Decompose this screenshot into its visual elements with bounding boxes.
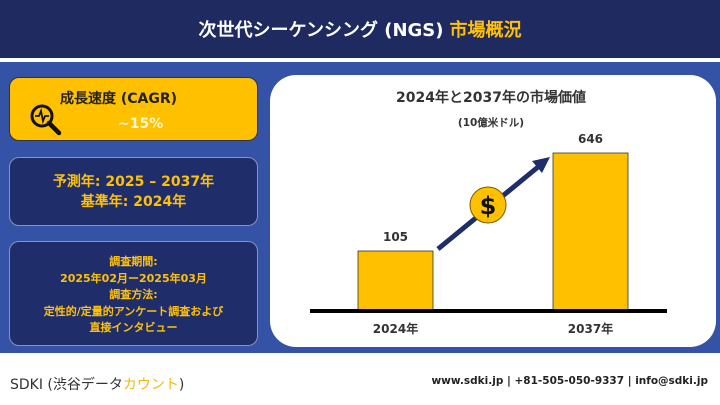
bar-0: [357, 250, 434, 311]
market-value-chart: 2024年と2037年の市場価値 (10億米ドル) $ 105 2024年 646 2…: [310, 89, 667, 336]
data-label-0: 105: [383, 230, 408, 244]
category-label-1: 2037年: [568, 321, 613, 336]
data-label-1: 646: [578, 132, 603, 146]
brand-text: SDKI (渋谷データ: [10, 377, 123, 393]
chart-card: 2024年と2037年の市場価値 (10億米ドル) $ 105 2024年 646 2…: [270, 75, 716, 347]
cagr-label: 成長速度 (CAGR): [60, 91, 178, 107]
chart-subtitle: (10億米ドル): [458, 116, 524, 129]
title-highlight: 市場概況: [449, 20, 522, 41]
survey-method-2: 直接インタビュー: [89, 321, 178, 334]
survey-method-label: 調査方法:: [109, 288, 158, 301]
survey-period: 2025年02月ー2025年03月: [60, 271, 207, 285]
footer-contact: www.sdki.jp | +81-505-050-9337 | info@sd…: [431, 375, 708, 387]
header-title: 次世代シーケンシング (NGS) 市場概況: [0, 0, 720, 58]
chart-title: 2024年と2037年の市場価値: [396, 89, 586, 106]
forecast-card: 予測年: 2025 – 2037年 基準年: 2024年: [9, 157, 258, 226]
survey-card: 調査期間: 2025年02月ー2025年03月 調査方法: 定性的/定量的アンケ…: [9, 241, 258, 346]
cagr-card: 成長速度 (CAGR) ~15%: [9, 77, 258, 141]
bar-1: [552, 152, 629, 311]
brand-close: ): [178, 377, 185, 393]
svg-text:$: $: [480, 192, 497, 220]
category-label-0: 2024年: [373, 321, 418, 336]
survey-period-label: 調査期間:: [109, 255, 158, 268]
footer-brand: SDKI (渋谷データカウント): [10, 374, 184, 394]
base-year: 基準年: 2024年: [80, 194, 187, 210]
dollar-coin-icon: $: [469, 186, 507, 224]
cagr-value: ~15%: [118, 116, 164, 132]
brand-highlight: カウント: [122, 377, 179, 393]
survey-method-1: 定性的/定量的アンケート調査および: [43, 304, 224, 318]
forecast-years: 予測年: 2025 – 2037年: [52, 174, 215, 190]
magnifier-pulse-icon: [30, 104, 62, 136]
title-main: 次世代シーケンシング (NGS): [198, 20, 444, 41]
